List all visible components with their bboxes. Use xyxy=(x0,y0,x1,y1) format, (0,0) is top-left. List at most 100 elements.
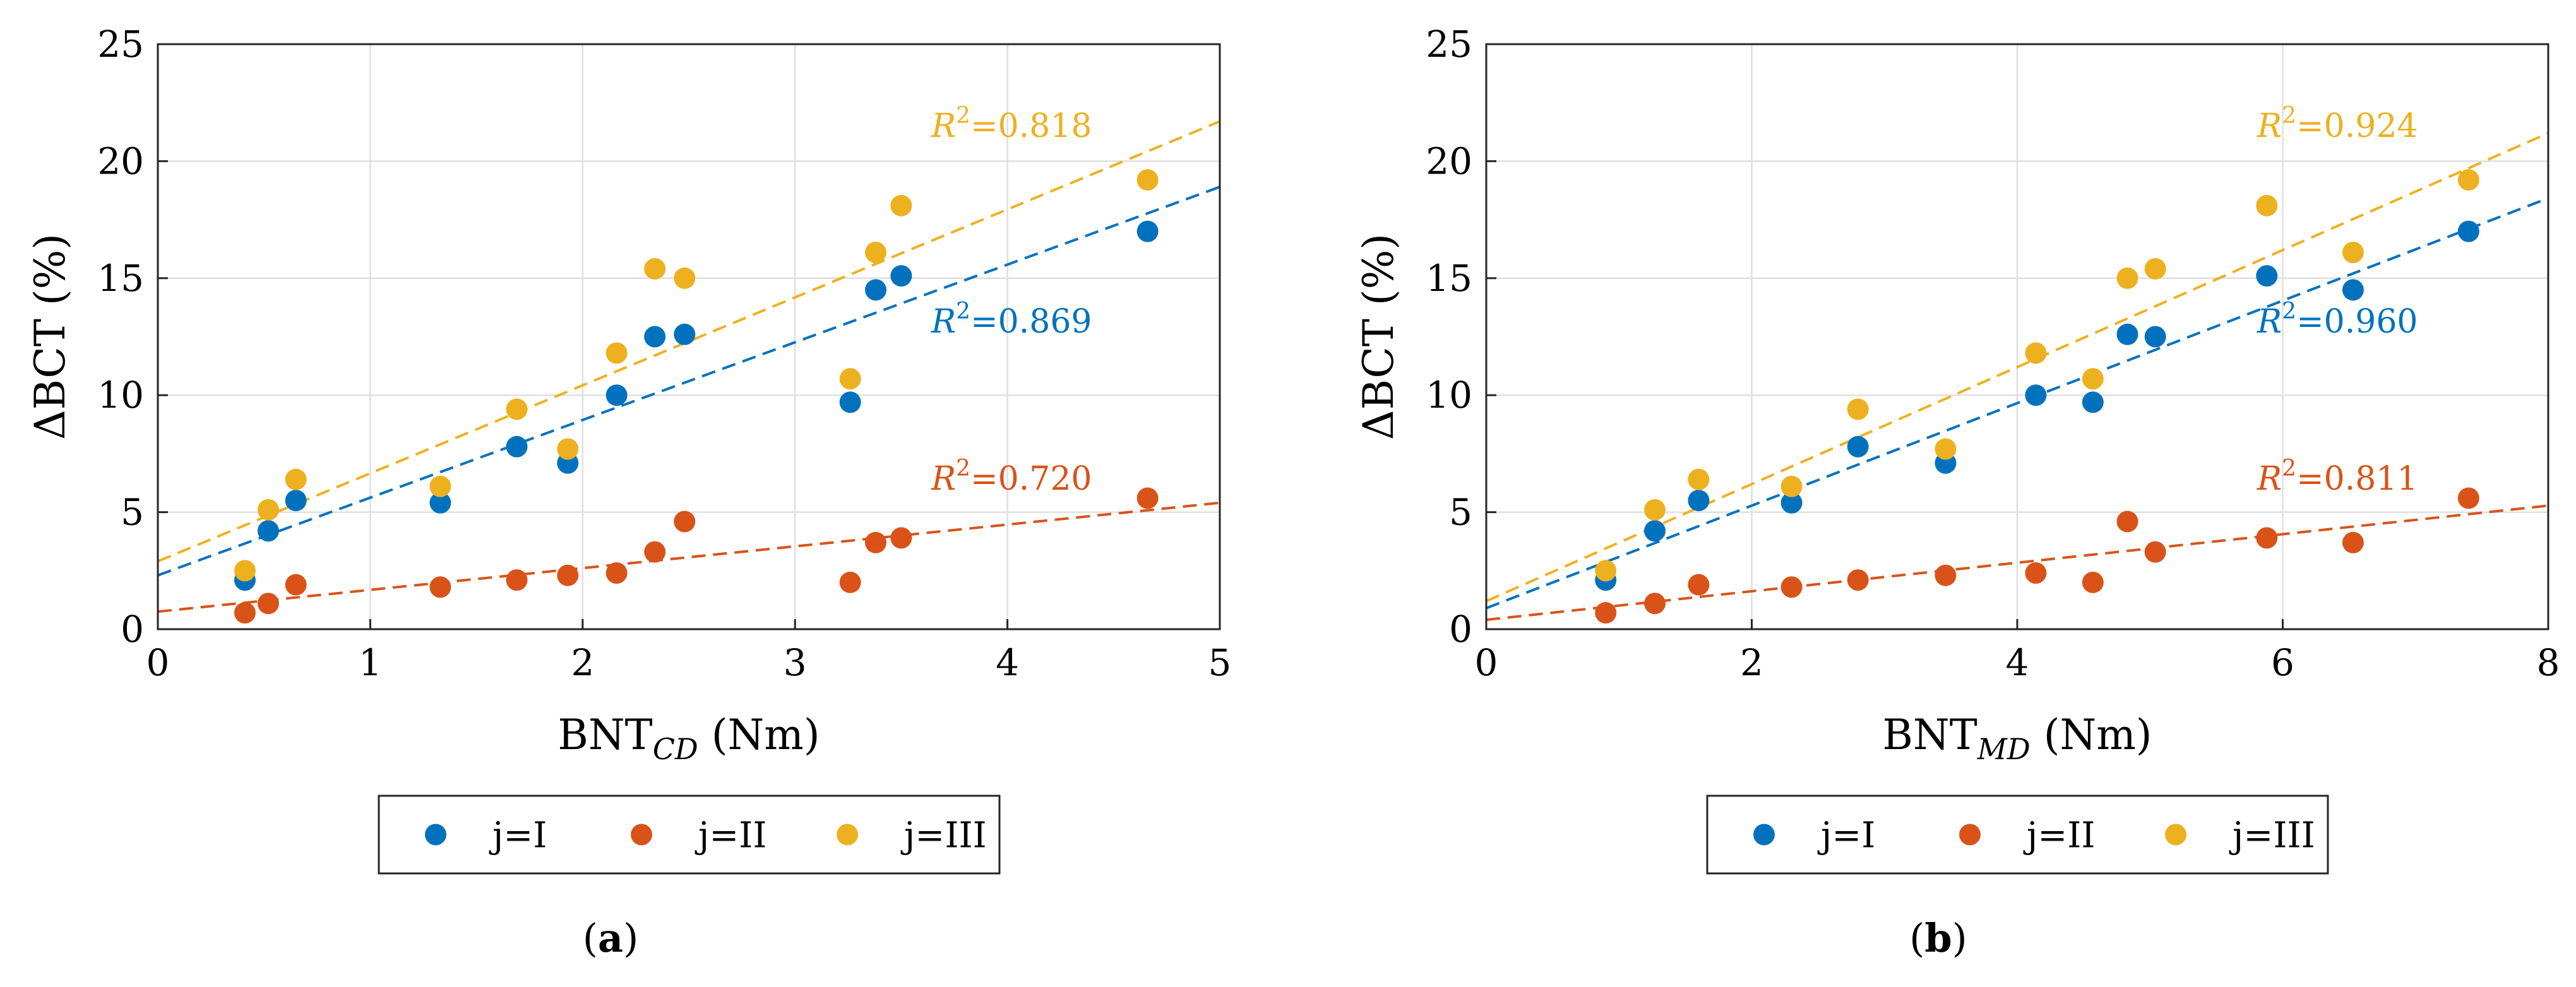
data-point xyxy=(1780,492,1803,514)
data-point xyxy=(605,562,628,584)
data-point xyxy=(1644,520,1666,542)
data-point xyxy=(1780,475,1803,497)
y-tick-label: 10 xyxy=(1426,374,1472,417)
data-point xyxy=(605,384,628,406)
r2-label-j=III: R2=0.818 xyxy=(931,103,1092,145)
fit-line-j=I xyxy=(1486,197,2548,610)
chart-panel-a: R2=0.869 R2=0.720 R2=0.818 0 1 2 3 4 5 0 5 10 15 20 25… xyxy=(26,23,1231,961)
data-point xyxy=(429,576,451,598)
data-point xyxy=(2082,391,2104,413)
data-point xyxy=(2082,368,2104,390)
data-point xyxy=(674,511,696,533)
data-point xyxy=(2457,220,2479,242)
y-tick-label: 20 xyxy=(1426,139,1472,182)
data-point xyxy=(2144,257,2166,280)
legend-marker xyxy=(631,824,653,846)
data-point xyxy=(605,342,628,364)
data-point xyxy=(2342,531,2364,553)
legend-label: j=III xyxy=(900,815,987,856)
legend-marker xyxy=(1753,824,1775,846)
chart-panel-b: R2=0.960 R2=0.811 R2=0.924 0 2 4 6 8 0 5 10 15 20 25 B… xyxy=(1354,23,2560,961)
panel-caption: (a) xyxy=(583,915,639,961)
y-tick-label: 20 xyxy=(97,139,144,182)
data-point xyxy=(2256,527,2278,549)
data-point xyxy=(257,499,279,521)
legend-label: j=II xyxy=(695,815,767,856)
data-point xyxy=(674,267,696,289)
data-point xyxy=(429,492,451,514)
x-tick-label: 3 xyxy=(784,641,807,684)
legend-label: j=II xyxy=(2023,815,2096,856)
data-point xyxy=(865,279,887,301)
y-tick-label: 15 xyxy=(97,257,144,300)
x-tick-label: 0 xyxy=(1475,641,1498,684)
data-point xyxy=(429,475,451,497)
x-tick-label: 5 xyxy=(1208,641,1232,684)
y-axis-label: ΔBCT (%) xyxy=(26,233,75,440)
data-point xyxy=(2025,342,2047,364)
data-point xyxy=(1595,560,1617,582)
fit-lines xyxy=(158,120,1220,613)
data-point xyxy=(2457,487,2479,509)
legend-label: j=III xyxy=(2229,815,2315,856)
data-point xyxy=(1688,468,1710,490)
data-point xyxy=(2342,242,2364,264)
x-tick-label: 2 xyxy=(1740,641,1763,684)
data-point xyxy=(2342,279,2364,301)
panel-caption: (b) xyxy=(1909,915,1967,961)
data-point xyxy=(2025,562,2047,584)
data-point xyxy=(1847,569,1869,591)
axes-box xyxy=(157,43,1221,630)
data-point xyxy=(1847,398,1869,420)
data-point xyxy=(1136,487,1159,509)
y-tick-label: 0 xyxy=(121,608,144,651)
data-point xyxy=(644,326,666,348)
data-point xyxy=(1688,574,1710,596)
data-point xyxy=(1136,169,1159,191)
y-tick-label: 25 xyxy=(1426,23,1472,66)
data-point xyxy=(644,541,666,563)
data-point xyxy=(1688,490,1710,512)
data-point xyxy=(1847,435,1869,458)
legend-box xyxy=(1706,795,2329,875)
x-tick-label: 0 xyxy=(146,641,170,684)
data-point xyxy=(1644,499,1666,521)
data-point xyxy=(674,323,696,345)
legend-marker xyxy=(837,824,859,846)
r2-label-j=II: R2=0.720 xyxy=(931,456,1092,498)
data-point xyxy=(839,391,861,413)
x-tick-label: 1 xyxy=(359,641,382,684)
legend-marker xyxy=(1959,824,1981,846)
data-point xyxy=(890,527,912,549)
r2-label-j=II: R2=0.811 xyxy=(2257,456,2418,498)
x-axis-label: BNTMD (Nm) xyxy=(1882,711,2152,766)
x-tick-label: 4 xyxy=(996,641,1019,684)
data-point xyxy=(2457,169,2479,191)
legend: j=I j=II j=III xyxy=(378,795,1001,875)
x-tick-label: 4 xyxy=(2006,641,2029,684)
data-point xyxy=(1644,593,1666,615)
series-j=III xyxy=(234,169,1159,582)
data-point xyxy=(839,368,861,390)
data-point xyxy=(2144,326,2166,348)
series-j=III xyxy=(1595,169,2479,582)
data-point xyxy=(1595,602,1617,624)
data-point xyxy=(839,571,861,593)
data-point xyxy=(2116,323,2138,345)
data-point xyxy=(890,265,912,287)
y-tick-label: 5 xyxy=(1449,491,1472,534)
r2-label-j=I: R2=0.869 xyxy=(931,298,1092,341)
data-point xyxy=(865,531,887,553)
r2-label-j=I: R2=0.960 xyxy=(2257,298,2418,341)
data-point xyxy=(865,242,887,264)
data-point xyxy=(890,194,912,216)
r2-label-j=III: R2=0.924 xyxy=(2257,103,2418,145)
legend-marker xyxy=(425,824,446,846)
series-j=I xyxy=(234,220,1159,591)
fit-line-j=III xyxy=(158,120,1220,563)
data-point xyxy=(2116,267,2138,289)
data-point xyxy=(234,560,256,582)
x-tick-label: 8 xyxy=(2537,641,2560,684)
y-tick-label: 25 xyxy=(97,23,144,66)
data-point xyxy=(234,602,256,624)
